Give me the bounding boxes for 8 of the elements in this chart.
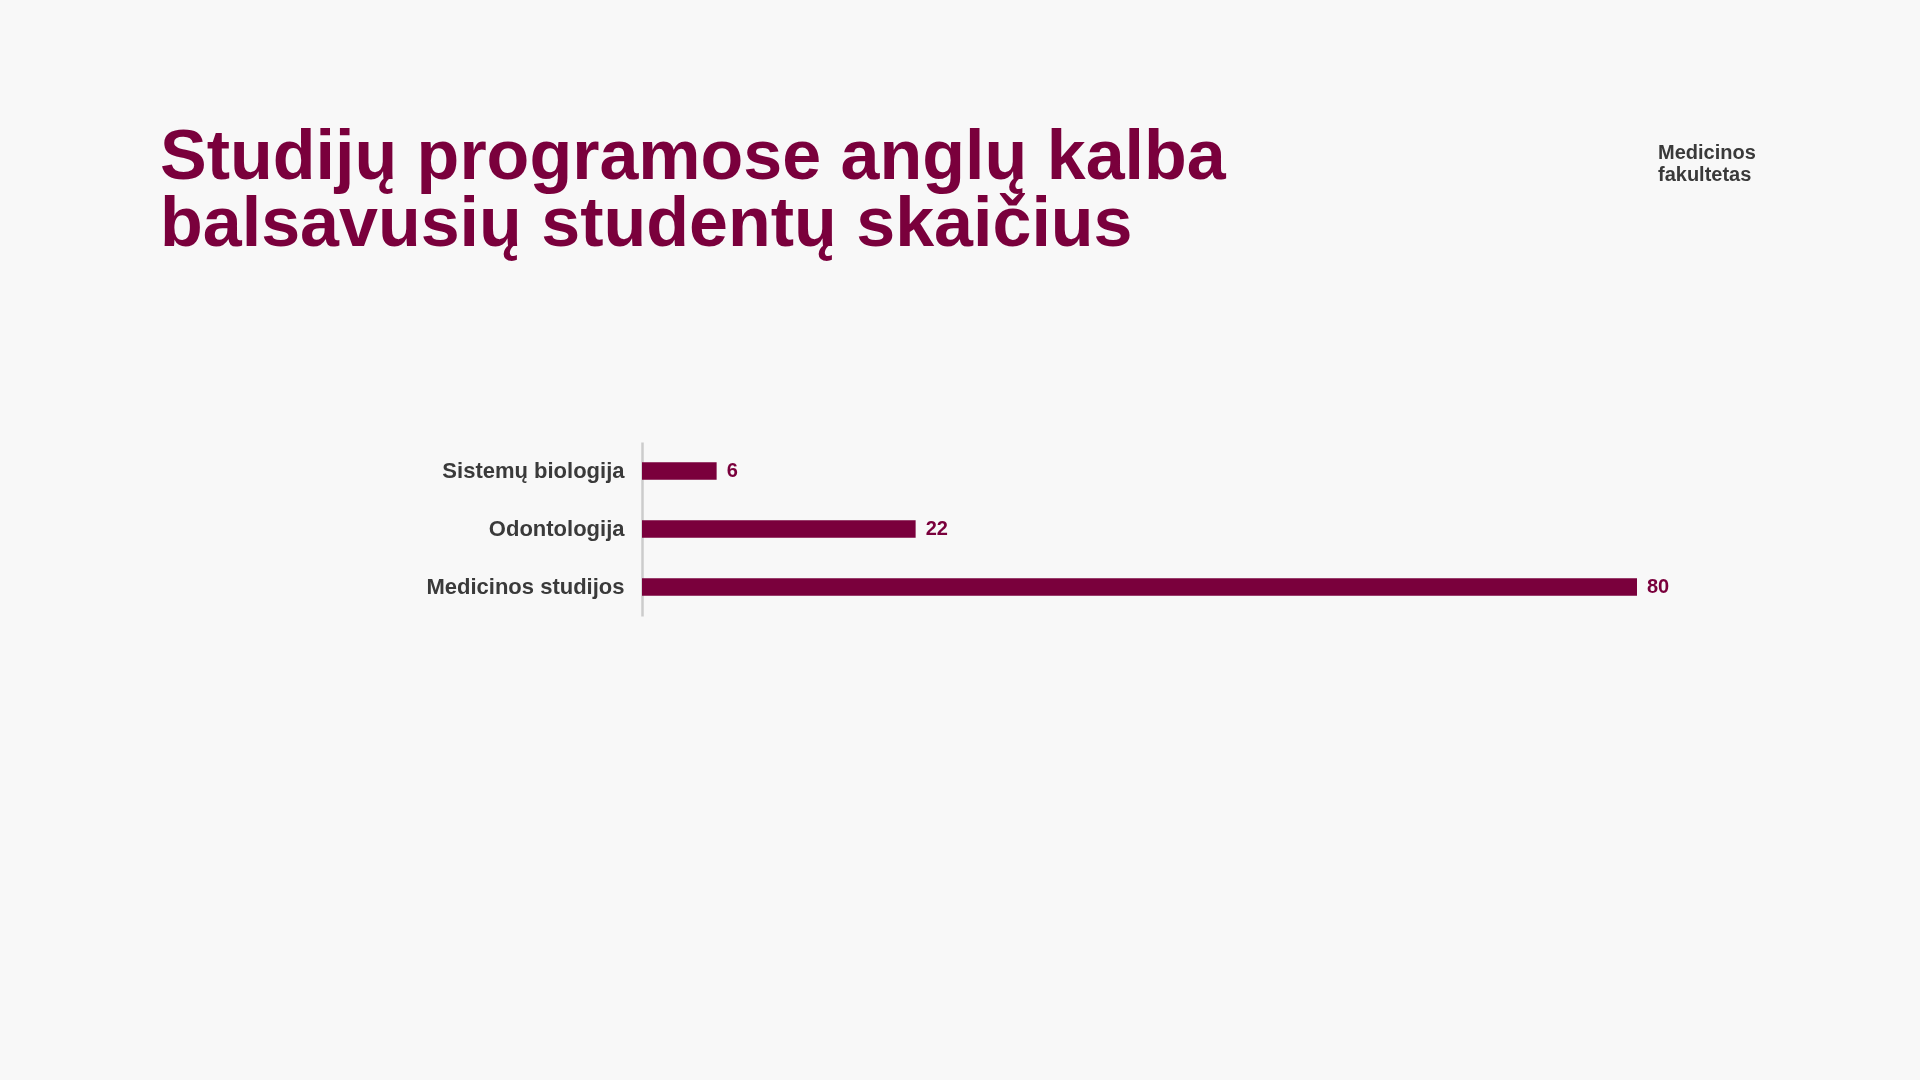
data-label: 22 bbox=[925, 517, 948, 539]
y-tick-label: Medicinos studijos bbox=[426, 574, 625, 599]
y-tick-label: Odontologija bbox=[488, 516, 626, 541]
chart-title: Studijų programose anglų kalba balsavusių studentų skaičius bbox=[160, 116, 1227, 261]
data-label: 80 bbox=[1647, 575, 1670, 597]
data-label: 6 bbox=[726, 459, 738, 481]
y-tick-label: Sistemų biologija bbox=[442, 458, 626, 483]
text: Medicinos fakultetas bbox=[1658, 141, 1757, 185]
